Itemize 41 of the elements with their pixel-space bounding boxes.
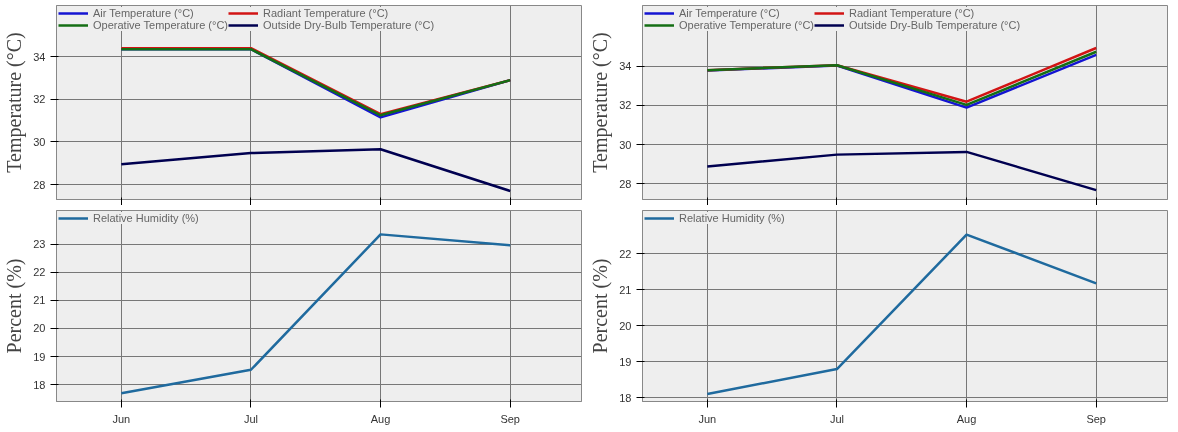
x-tick-label: Sep (1086, 412, 1106, 425)
y-tick-label: 32 (33, 93, 46, 106)
legend-label: Operative Temperature (°C) (679, 19, 815, 31)
x-tick-label: Aug (370, 412, 391, 425)
legend-label: Operative Temperature (°C) (93, 19, 229, 31)
y-tick-label: 21 (33, 294, 46, 307)
legend-label: Air Temperature (°C) (679, 7, 780, 19)
x-tick-label: Jul (829, 412, 844, 425)
legend-label: Outside Dry-Bulb Temperature (°C) (849, 19, 1021, 31)
legend-label: Relative Humidity (%) (93, 212, 199, 224)
legend-label: Air Temperature (°C) (93, 7, 194, 19)
y-tick-label: 20 (33, 322, 46, 335)
y-axis-title: Temperature (°C) (589, 32, 613, 173)
legend-label: Radiant Temperature (°C) (849, 7, 975, 19)
x-tick-label: Aug (956, 412, 977, 425)
x-tick-label: Sep (500, 412, 520, 425)
x-tick-label: Jul (243, 412, 258, 425)
y-tick-label: 22 (33, 266, 46, 279)
y-tick-label: 19 (33, 350, 46, 363)
y-tick-label: 18 (33, 378, 46, 391)
y-tick-label: 32 (619, 99, 632, 112)
legend-label: Outside Dry-Bulb Temperature (°C) (263, 19, 435, 31)
legend-label: Relative Humidity (%) (679, 212, 785, 224)
y-tick-label: 21 (619, 283, 632, 296)
y-axis-title: Percent (%) (589, 258, 613, 354)
x-tick-label: Jun (112, 412, 131, 425)
y-tick-label: 18 (619, 391, 632, 404)
y-tick-label: 28 (619, 177, 632, 190)
y-axis-title: Percent (%) (3, 258, 27, 354)
y-tick-label: 20 (619, 319, 632, 332)
y-tick-label: 34 (619, 60, 632, 73)
y-tick-label: 23 (33, 238, 46, 251)
y-tick-label: 34 (33, 50, 46, 63)
y-tick-label: 19 (619, 355, 632, 368)
y-axis-title: Temperature (°C) (3, 32, 27, 173)
y-tick-label: 30 (33, 135, 46, 148)
x-tick-label: Jun (698, 412, 717, 425)
y-tick-label: 28 (33, 178, 46, 191)
legend-label: Radiant Temperature (°C) (263, 7, 389, 19)
y-tick-label: 22 (619, 247, 632, 260)
y-tick-label: 30 (619, 138, 632, 151)
